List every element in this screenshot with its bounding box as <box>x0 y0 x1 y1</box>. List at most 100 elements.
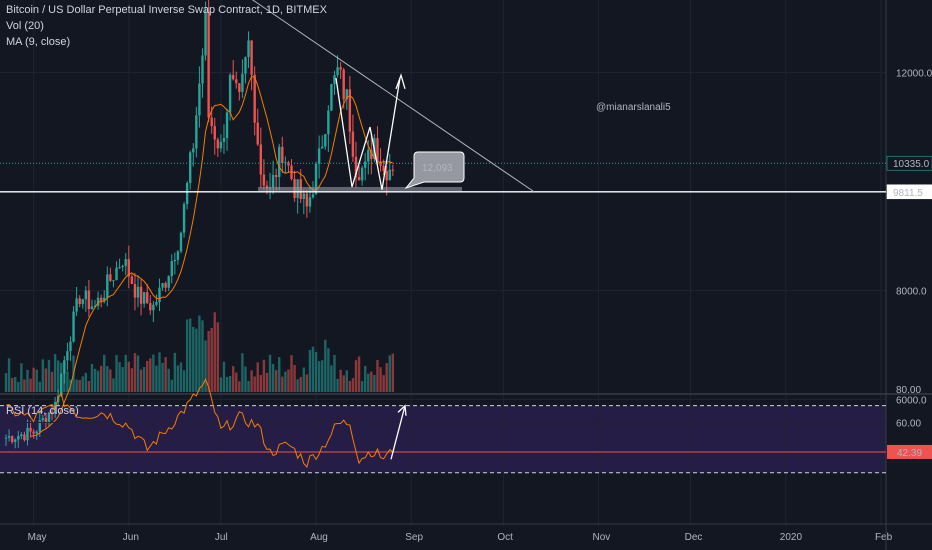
volume-bar <box>189 318 192 392</box>
candle-body <box>290 165 293 180</box>
candle-body <box>327 110 330 135</box>
volume-bar <box>357 356 361 392</box>
price-tag-10335-bg <box>886 155 932 171</box>
candle-body <box>26 427 29 441</box>
candle-body <box>363 161 367 168</box>
volume-bar <box>56 360 60 392</box>
volume-bar <box>75 379 78 392</box>
candle-body <box>256 122 259 145</box>
volume-bar <box>127 361 130 392</box>
volume-bar <box>382 375 385 392</box>
candle-body <box>185 182 189 205</box>
projection-zigzag[interactable] <box>335 77 401 190</box>
volume-bar <box>195 328 198 392</box>
price-tick-label: 12000.0 <box>896 69 932 80</box>
projection-arrowhead <box>395 73 406 90</box>
volume-bar <box>339 369 342 392</box>
candle-body <box>367 149 370 162</box>
volume-bar <box>109 369 112 392</box>
candle-body <box>222 138 226 142</box>
candle-body <box>339 67 342 70</box>
candle-body <box>66 351 69 361</box>
candle-body <box>250 40 253 75</box>
candle-body <box>311 194 315 198</box>
rsi-current-tag: 42.39 <box>897 448 922 459</box>
rsi-band-fill <box>0 405 886 473</box>
volume-bar <box>149 358 152 392</box>
candle-body <box>72 311 75 342</box>
volume-bar <box>345 370 348 392</box>
candle-body <box>244 57 247 74</box>
volume-bar <box>38 381 41 392</box>
candle-body <box>207 11 210 118</box>
rsi-projection-arrow[interactable] <box>390 405 406 460</box>
candle-body <box>84 290 88 300</box>
candle-body <box>216 139 220 149</box>
candle-body <box>241 73 244 92</box>
price-tick-label: 8000.0 <box>896 287 927 298</box>
candle-body <box>189 152 192 183</box>
volume-bar <box>14 377 17 392</box>
candle-body <box>336 67 339 76</box>
candle-body <box>20 434 23 437</box>
candle-body <box>391 169 395 171</box>
candle-body <box>265 185 269 189</box>
candle-body <box>370 149 373 160</box>
candle-body <box>176 251 180 260</box>
rsi-arrowhead <box>397 404 407 416</box>
candle-body <box>90 306 94 310</box>
rsi-tick-label: 80.00 <box>896 385 921 396</box>
candle-body <box>348 89 352 132</box>
candle-body <box>32 431 35 434</box>
volume-bar <box>376 360 379 392</box>
volume-bar <box>118 362 121 392</box>
candle-body <box>146 292 149 304</box>
candle-body <box>198 83 201 116</box>
candle-body <box>213 126 216 140</box>
volume-bar <box>231 366 235 392</box>
candle-body <box>167 276 170 288</box>
candle-body <box>142 292 146 304</box>
volume-bar <box>238 381 241 392</box>
candle-body <box>75 298 78 312</box>
volume-bar <box>391 353 395 392</box>
candle-body <box>262 174 266 186</box>
time-tick-label: Oct <box>497 532 513 543</box>
candle-body <box>29 427 32 432</box>
support-zone[interactable] <box>258 186 462 191</box>
candle-body <box>354 156 358 177</box>
volume-bar <box>81 376 84 392</box>
candle-body <box>182 204 186 233</box>
volume-bar <box>302 367 305 392</box>
volume-bar <box>336 378 339 392</box>
target-callout[interactable] <box>404 151 465 190</box>
indicator-vol-label: Vol (20) <box>6 20 44 32</box>
ma-line <box>30 75 393 437</box>
candle-body <box>342 69 345 100</box>
volume-bar <box>360 381 364 392</box>
rsi-panel-label: RSI (14, close) <box>6 405 79 417</box>
volume-bar <box>354 360 358 392</box>
volume-bar <box>373 375 376 392</box>
descending-trendline[interactable] <box>204 0 535 193</box>
volume-bar <box>93 368 97 392</box>
volume-bar <box>182 370 186 392</box>
volume-bar <box>216 322 220 392</box>
candle-body <box>10 436 14 443</box>
candle-body <box>247 40 250 58</box>
candle-body <box>321 146 324 149</box>
candle-body <box>170 261 173 277</box>
candle-body <box>155 302 158 305</box>
volume-bar <box>259 375 263 392</box>
candle-body <box>192 148 195 153</box>
volume-bar <box>121 367 124 392</box>
volume-bar <box>192 326 195 392</box>
volume-bar <box>296 379 299 392</box>
candle-body <box>330 84 333 111</box>
volume-bar <box>348 381 352 392</box>
volume-bar <box>363 365 367 392</box>
volume-bar <box>253 376 256 392</box>
candle-body <box>99 297 103 301</box>
volume-bar <box>268 354 272 392</box>
